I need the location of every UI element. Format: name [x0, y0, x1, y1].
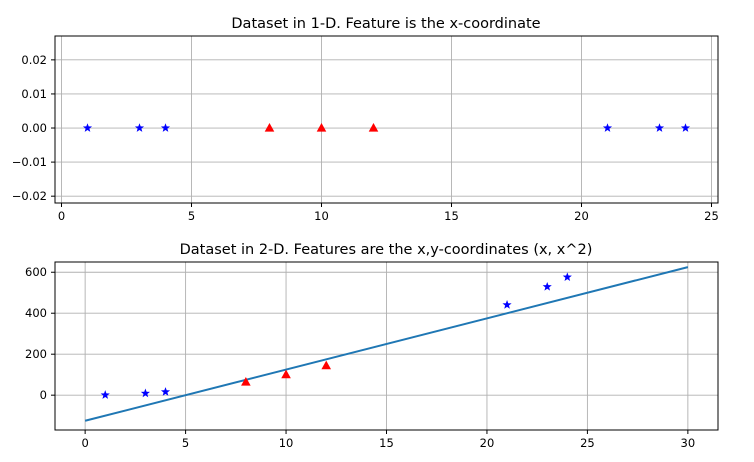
- chart-1d-title: Dataset in 1-D. Feature is the x-coordin…: [231, 16, 540, 32]
- triangle-point: [316, 123, 327, 132]
- star-point: [160, 387, 171, 396]
- star-point: [502, 300, 512, 309]
- y-tick-label: −0.02: [12, 189, 47, 203]
- star-point: [82, 123, 93, 132]
- y-tick-label: 400: [25, 306, 47, 320]
- chart-1d: Dataset in 1-D. Feature is the x-coordin…: [12, 16, 719, 223]
- chart-2d-title: Dataset in 2-D. Features are the x,y-coo…: [180, 242, 593, 258]
- x-tick-label: 5: [182, 436, 189, 450]
- y-tick-label: 0.02: [21, 53, 47, 67]
- x-tick-label: 10: [279, 436, 294, 450]
- x-tick-label: 10: [314, 209, 329, 223]
- star-point: [602, 123, 613, 132]
- x-tick-label: 25: [580, 436, 595, 450]
- x-tick-label: 15: [379, 436, 394, 450]
- star-point: [562, 272, 572, 282]
- chart-1d-frame: [54, 35, 719, 204]
- y-tick-label: 600: [25, 265, 47, 279]
- star-point: [100, 390, 110, 399]
- y-tick-label: 0.01: [21, 87, 47, 101]
- star-point: [134, 123, 145, 132]
- x-tick-label: 0: [58, 209, 65, 223]
- star-point: [680, 123, 691, 132]
- triangle-point: [241, 377, 251, 386]
- triangle-point: [264, 123, 275, 132]
- star-point: [160, 123, 171, 132]
- x-tick-label: 20: [480, 436, 495, 450]
- x-tick-label: 15: [444, 209, 459, 223]
- star-point: [542, 281, 552, 291]
- x-tick-label: 5: [188, 209, 195, 223]
- fit-line: [84, 266, 689, 422]
- star-point: [654, 123, 665, 132]
- y-tick-label: 200: [25, 347, 47, 361]
- y-tick-label: 0.00: [21, 121, 47, 135]
- x-tick-label: 25: [704, 209, 719, 223]
- y-tick-label: −0.01: [12, 155, 47, 169]
- x-tick-label: 30: [681, 436, 696, 450]
- x-tick-label: 20: [574, 209, 589, 223]
- triangle-point: [321, 360, 332, 370]
- chart-2d: Dataset in 2-D. Features are the x,y-coo…: [25, 242, 719, 450]
- x-tick-label: 0: [81, 436, 88, 450]
- triangle-point: [281, 369, 291, 379]
- y-tick-label: 0: [40, 388, 47, 402]
- triangle-point: [368, 123, 379, 132]
- star-point: [140, 388, 150, 398]
